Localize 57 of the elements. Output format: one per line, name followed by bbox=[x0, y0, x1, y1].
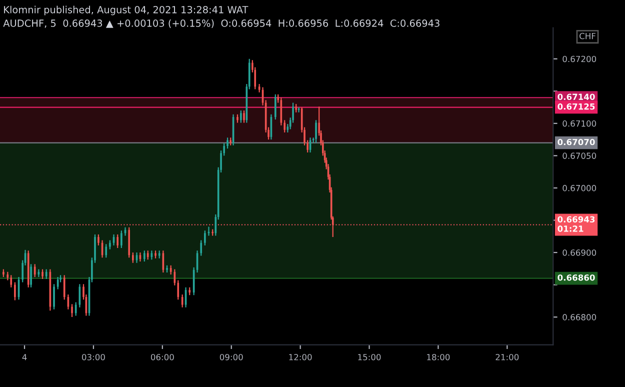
candlestick bbox=[53, 284, 55, 310]
y-tick-label: 0.67000 bbox=[562, 184, 596, 192]
candlestick bbox=[200, 240, 202, 256]
y-tick-label: 0.66800 bbox=[562, 314, 596, 320]
candlestick bbox=[45, 268, 48, 280]
candlestick bbox=[280, 97, 282, 126]
ref-line-label: 0.67125 bbox=[558, 103, 595, 110]
candlestick bbox=[243, 110, 245, 124]
text: CHF bbox=[580, 32, 596, 40]
candlestick bbox=[109, 240, 111, 250]
candlestick bbox=[14, 282, 16, 301]
candlestick bbox=[143, 250, 146, 262]
candlestick bbox=[154, 250, 156, 259]
candlestick bbox=[315, 120, 317, 144]
candlestick bbox=[298, 106, 300, 113]
candlestick bbox=[170, 264, 172, 276]
ref-line-label: 0.67140 bbox=[558, 94, 595, 100]
y-tick-label: 0.66900 bbox=[562, 249, 596, 256]
candlestick bbox=[284, 120, 286, 133]
candlestick bbox=[177, 280, 180, 300]
y-tick-label: 0.67200 bbox=[562, 56, 596, 62]
candlestick bbox=[132, 252, 134, 264]
chart-subtitle: AUDCHF, 5 0.66943 ▲ +0.00103 (+0.15%) O:0.66954 H:0.66956 L:0.66924 C:0.66943 bbox=[3, 19, 440, 28]
candlestick bbox=[226, 137, 228, 150]
ref-line-label: 0.66943 01:21 bbox=[558, 216, 595, 232]
candlestick bbox=[63, 274, 66, 300]
candlestick bbox=[116, 234, 119, 249]
x-tick-label: 18:00 bbox=[427, 354, 450, 360]
chart-title: Klomnir published, August 04, 2021 13:28:41 WAT bbox=[4, 6, 248, 16]
candlestick bbox=[146, 250, 149, 260]
ref-line-label: 0.67070 bbox=[558, 138, 595, 146]
candlestick bbox=[240, 110, 242, 124]
x-tick-label: 4 bbox=[22, 354, 27, 360]
x-tick-label: 03:00 bbox=[82, 354, 105, 360]
candlestick bbox=[274, 94, 276, 120]
candlestick bbox=[120, 230, 122, 249]
candlestick bbox=[34, 264, 36, 278]
candlestick bbox=[166, 264, 168, 274]
candlestick bbox=[71, 304, 73, 318]
candlestick bbox=[204, 230, 206, 246]
candlestick bbox=[74, 302, 77, 316]
candlestick bbox=[105, 244, 108, 258]
y-tick-label: 0.67100 bbox=[562, 120, 596, 127]
candlestick bbox=[56, 276, 59, 290]
candlestick bbox=[42, 268, 44, 280]
x-tick-label: 21:00 bbox=[496, 354, 519, 360]
x-tick-label: 12:00 bbox=[289, 354, 312, 360]
x-tick-label: 09:00 bbox=[220, 354, 243, 360]
candlestick bbox=[98, 234, 100, 246]
candlestick bbox=[181, 294, 184, 308]
candlestick bbox=[236, 114, 238, 124]
x-tick-label: 15:00 bbox=[358, 354, 381, 360]
x-tick-label: 06:00 bbox=[150, 354, 174, 360]
candlestick bbox=[10, 274, 12, 288]
ref-line-label: 0.66860 bbox=[558, 274, 595, 281]
y-tick-label: 0.67050 bbox=[562, 152, 596, 159]
candlestick bbox=[30, 264, 32, 288]
